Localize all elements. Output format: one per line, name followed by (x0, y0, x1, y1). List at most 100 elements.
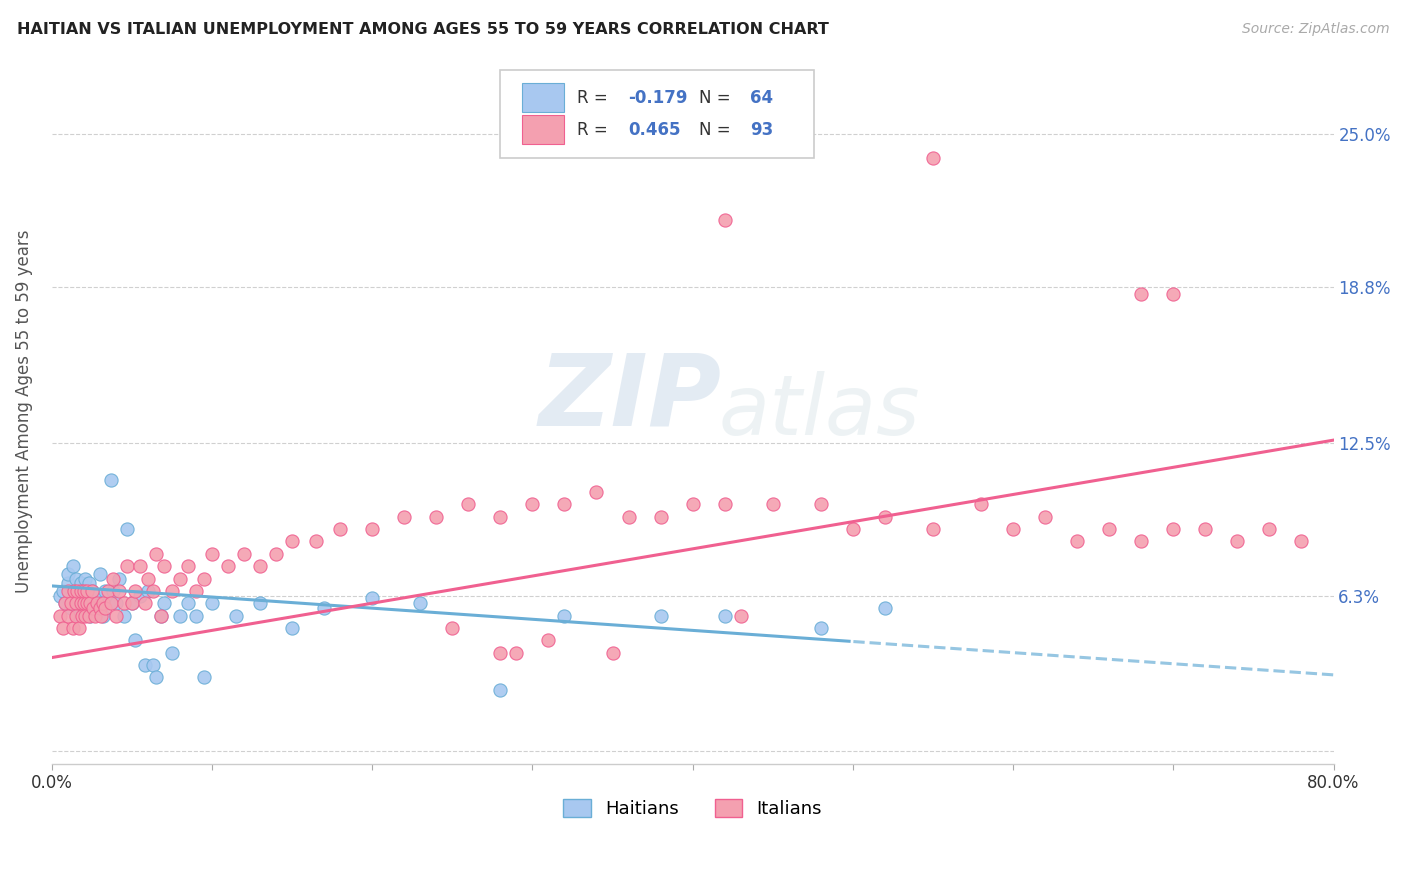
Point (73, 583, 96, 598)
Point (169, 572, 191, 586)
Point (77, 608, 100, 623)
Legend: Haitians, Italians: Haitians, Italians (557, 791, 830, 825)
Point (65, 589, 87, 603)
Point (73, 583, 96, 598)
Point (585, 485, 607, 500)
Point (225, 608, 247, 623)
Point (59, 596, 82, 610)
Point (970, 497, 993, 511)
Point (49, 608, 72, 623)
Point (264, 547, 287, 561)
Point (409, 596, 432, 610)
Point (86, 596, 108, 610)
Point (617, 509, 640, 524)
Point (201, 596, 224, 610)
Point (149, 608, 172, 623)
FancyBboxPatch shape (522, 114, 564, 145)
Point (63, 583, 86, 598)
Point (128, 589, 150, 603)
Point (62, 559, 84, 574)
Point (53, 596, 76, 610)
Point (56, 566, 79, 581)
Point (160, 583, 183, 598)
Point (1033, 509, 1056, 524)
Point (553, 608, 575, 623)
Point (63, 583, 86, 598)
Point (100, 596, 122, 610)
Point (522, 497, 544, 511)
Point (97, 583, 120, 598)
Point (145, 547, 167, 561)
Point (82, 601, 104, 615)
Point (249, 596, 271, 610)
Point (650, 608, 672, 623)
Point (842, 522, 865, 536)
Point (457, 497, 479, 511)
Point (121, 596, 143, 610)
Point (67, 608, 90, 623)
Point (67, 621, 90, 635)
Point (93, 601, 115, 615)
Point (121, 596, 143, 610)
Point (136, 572, 159, 586)
Point (134, 657, 156, 672)
Point (91, 608, 114, 623)
Point (169, 608, 191, 623)
Point (80, 583, 103, 598)
Point (65, 572, 87, 586)
Text: N =: N = (699, 121, 735, 139)
Point (762, 497, 785, 511)
Point (89, 566, 111, 581)
Point (1226, 534, 1249, 549)
Point (70, 596, 93, 610)
Point (922, 152, 945, 166)
Point (56, 608, 79, 623)
Point (75, 572, 97, 586)
Point (89, 601, 111, 615)
Point (104, 608, 127, 623)
Point (76, 583, 98, 598)
Point (77, 576, 100, 591)
Point (82, 596, 104, 610)
Point (249, 559, 271, 574)
Point (62, 621, 84, 635)
Point (361, 522, 384, 536)
Point (873, 601, 896, 615)
Point (1161, 287, 1184, 301)
Text: HAITIAN VS ITALIAN UNEMPLOYMENT AMONG AGES 55 TO 59 YEARS CORRELATION CHART: HAITIAN VS ITALIAN UNEMPLOYMENT AMONG AG… (17, 22, 828, 37)
Point (79, 608, 101, 623)
Point (361, 591, 384, 606)
Point (52, 621, 75, 635)
Point (59, 601, 82, 615)
Point (112, 596, 135, 610)
Point (1066, 534, 1088, 549)
Point (489, 646, 512, 660)
Point (160, 646, 183, 660)
Text: R =: R = (578, 88, 613, 107)
Point (441, 621, 464, 635)
Point (329, 522, 352, 536)
Point (86, 601, 108, 615)
Point (73, 601, 96, 615)
Point (1130, 287, 1153, 301)
Point (104, 596, 127, 610)
Point (128, 559, 150, 574)
Point (69, 583, 91, 598)
Point (184, 583, 207, 598)
Text: 0.465: 0.465 (628, 121, 681, 139)
Point (53, 596, 76, 610)
Point (76, 596, 98, 610)
Point (66, 583, 89, 598)
FancyBboxPatch shape (522, 83, 564, 112)
Point (115, 559, 138, 574)
Point (177, 596, 200, 610)
Point (100, 473, 122, 487)
Text: 93: 93 (751, 121, 773, 139)
Point (90, 608, 112, 623)
Point (602, 646, 624, 660)
Point (281, 621, 304, 635)
Point (136, 583, 159, 598)
Point (142, 583, 165, 598)
Point (145, 670, 167, 684)
Point (76, 596, 98, 610)
